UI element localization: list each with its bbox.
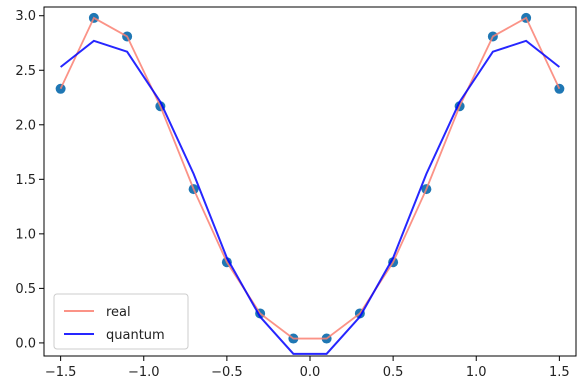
legend-label-real: real [106,305,131,320]
x-tick-label: 0.0 [300,365,321,380]
series-line-real [59,16,561,340]
x-tick-label: 0.5 [383,365,404,380]
x-tick-label: 1.5 [549,365,570,380]
x-tick-label: −0.5 [211,365,243,380]
x-tick-label: −1.0 [128,365,160,380]
legend: real quantum [53,293,189,350]
x-tick-label: 1.0 [466,365,487,380]
x-tick-label: −1.5 [45,365,77,380]
y-tick-label: 2.0 [15,118,36,133]
y-tick-label: 3.0 [15,9,36,24]
y-tick-label: 1.5 [15,173,36,188]
y-tick-label: 0.5 [15,282,36,297]
y-tick-label: 1.0 [15,227,36,242]
legend-label-quantum: quantum [106,328,165,343]
legend-box [53,293,189,350]
y-tick-label: 2.5 [15,64,36,79]
y-tick-label: 0.0 [15,336,36,351]
series-line-quantum [60,39,560,355]
